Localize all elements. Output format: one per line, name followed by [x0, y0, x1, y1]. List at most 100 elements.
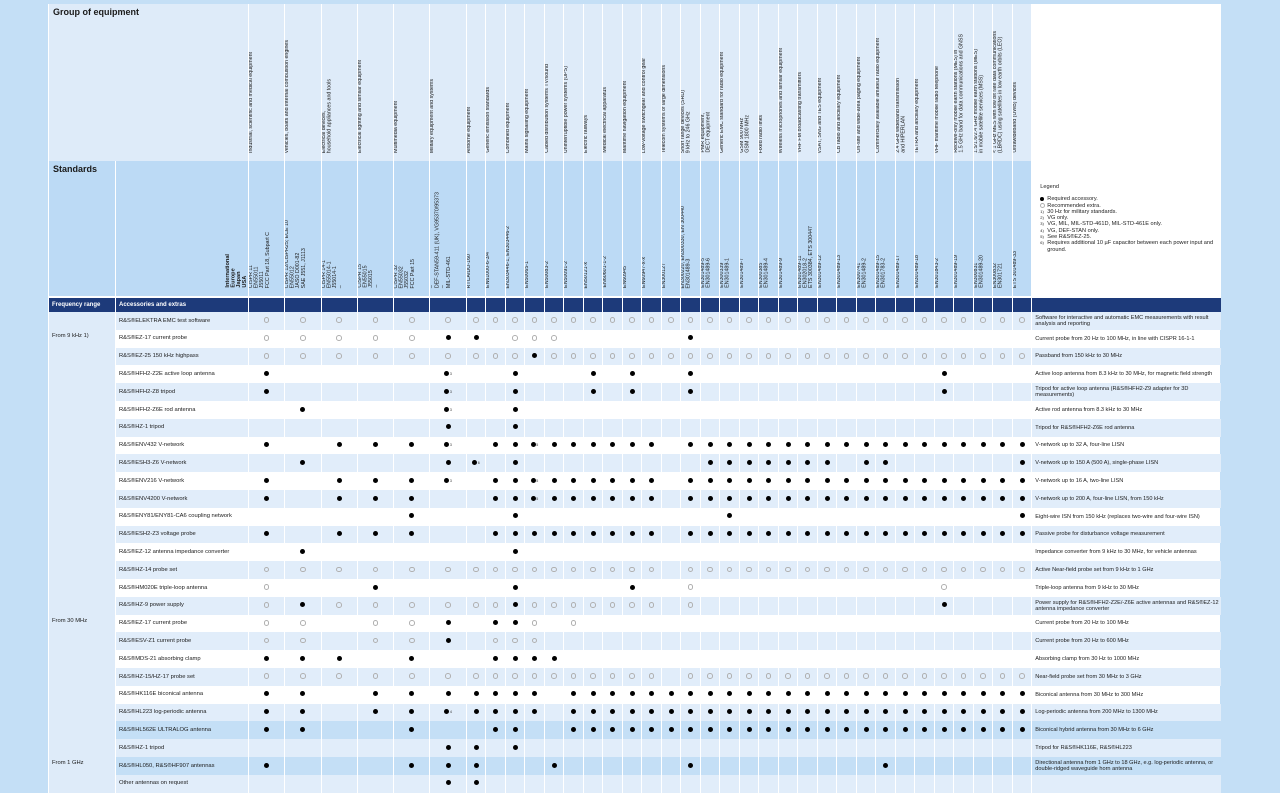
matrix-cell: [393, 774, 430, 793]
legend-text: VG only.: [1047, 215, 1069, 222]
group-header-cell: TETRA and ancillary equipment: [914, 4, 935, 161]
matrix-cell: [504, 650, 525, 668]
required-dot-icon: [629, 442, 635, 448]
matrix-cell: [485, 418, 506, 437]
matrix-cell: [875, 578, 896, 597]
required-dot-icon: [1000, 495, 1006, 501]
recommended-circle-icon: [941, 584, 947, 590]
required-dot-icon: [409, 513, 415, 519]
matrix-cell: [247, 400, 285, 419]
column-header-blank: [543, 298, 564, 312]
group-header-cell: Wireless microphones and similar equipme…: [777, 4, 798, 161]
matrix-cell: [680, 774, 701, 793]
legend-item: 5) See R&S®EZ-25.: [1040, 234, 1221, 240]
matrix-cell: [543, 489, 564, 508]
frequency-range-cell: [48, 472, 116, 490]
matrix-cell: [660, 489, 681, 508]
matrix-cell: [836, 578, 857, 597]
accessory-name: R&S®HZ-15/HZ-17 probe set: [115, 667, 249, 686]
recommended-circle-icon: [551, 602, 557, 608]
matrix-cell: [543, 400, 564, 419]
recommended-circle-icon: [629, 317, 635, 324]
recommended-circle-icon: [492, 353, 499, 359]
accessory-description: Impedance converter from 9 kHz to 30 MHz…: [1031, 543, 1221, 562]
matrix-cell: [758, 578, 779, 597]
required-dot-icon: [766, 691, 772, 697]
matrix-cell: [680, 632, 701, 651]
matrix-cell: [504, 329, 525, 348]
matrix-cell: [320, 525, 358, 544]
matrix-cell: [816, 596, 837, 615]
standard-codes: EN300832 EN301721: [992, 262, 1004, 288]
required-dot-icon: [688, 335, 694, 341]
matrix-cell: [356, 436, 394, 455]
matrix-cell: [953, 596, 974, 615]
matrix-cell: [797, 561, 818, 579]
matrix-cell: [797, 596, 818, 615]
matrix-cell: [602, 739, 623, 757]
table-row: R&S®MDS-21 absorbing clamp Absorbing clam…: [48, 650, 1221, 668]
required-dot-icon: [707, 691, 713, 697]
matrix-cell: [1011, 685, 1032, 704]
recommended-circle-icon: [843, 353, 850, 359]
matrix-cell: [836, 756, 857, 775]
matrix-cell: [602, 489, 623, 508]
column-header-blank: [699, 298, 720, 312]
group-header-cell: Medical electrical apparatus: [602, 4, 623, 161]
required-dot-icon: [805, 459, 811, 465]
required-dot-icon: [766, 709, 772, 715]
required-dot-icon: [727, 726, 733, 732]
matrix-cell: [855, 365, 876, 384]
required-dot-icon: [883, 495, 889, 501]
matrix-cell: [563, 561, 584, 579]
matrix-cell: [247, 756, 285, 775]
matrix-cell: [719, 614, 740, 633]
matrix-cell: [524, 365, 545, 384]
column-header-blank: [875, 298, 896, 312]
matrix-cell: [543, 596, 564, 615]
required-dot-icon: [409, 709, 415, 715]
matrix-cell: [429, 543, 467, 562]
required-dot-icon: [551, 531, 557, 537]
group-name: CB radio and ancillary equipment: [836, 74, 843, 153]
matrix-cell: [393, 703, 430, 722]
matrix-cell: [953, 365, 974, 384]
recommended-circle-icon: [668, 353, 674, 359]
required-dot-icon: [512, 442, 518, 448]
matrix-cell: [247, 667, 285, 686]
matrix-cell: [719, 650, 740, 668]
matrix-cell: [680, 400, 701, 419]
group-header-cell: Telecom systems of large dimensions: [660, 4, 681, 161]
accessory-description: Tripod for R&S®HFH2-Z6E rod antenna: [1031, 418, 1221, 437]
matrix-cell: [429, 561, 467, 579]
matrix-cell: [972, 400, 993, 419]
standard-cell: EN300832 EN301721: [992, 161, 1013, 296]
matrix-cell: [777, 365, 798, 384]
matrix-cell: [247, 383, 285, 401]
required-dot-icon: [473, 709, 479, 715]
matrix-cell: [680, 756, 701, 775]
matrix-cell: [680, 507, 701, 526]
matrix-cell: [758, 347, 779, 366]
matrix-cell: [738, 774, 759, 793]
matrix-cell: [680, 561, 701, 579]
recommended-circle-icon: [882, 673, 889, 679]
matrix-cell: [953, 507, 974, 526]
matrix-cell: [1011, 596, 1032, 615]
standard-cell: EN60947-x-x: [641, 161, 662, 296]
table-row: R&S®HK116E biconical antenna Biconical an…: [48, 685, 1221, 704]
matrix-cell: [738, 383, 759, 401]
required-dot-icon: [409, 477, 415, 483]
matrix-cell: [914, 365, 935, 384]
matrix-cell: [660, 472, 681, 490]
matrix-cell: [836, 365, 857, 384]
column-header-blank: [816, 298, 837, 312]
matrix-cell: [485, 614, 506, 633]
recommended-circle-icon: [300, 317, 306, 324]
matrix-cell: [914, 418, 935, 437]
required-dot-icon: [532, 353, 538, 359]
matrix-cell: [320, 774, 358, 793]
required-dot-icon: [707, 726, 713, 732]
required-dot-icon: [1019, 495, 1025, 501]
accessory-description: V-network up to 32 A, four-line LISN: [1031, 436, 1221, 455]
